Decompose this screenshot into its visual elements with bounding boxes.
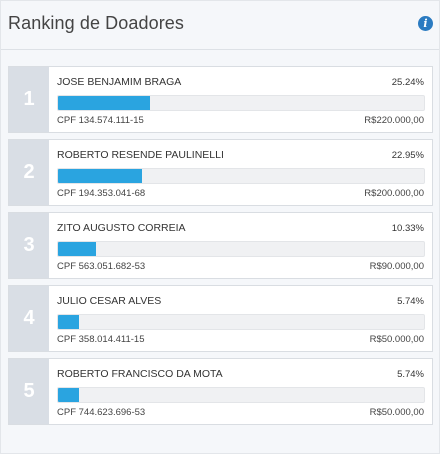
donor-percent: 22.95% bbox=[391, 150, 424, 161]
progress-fill bbox=[58, 242, 96, 256]
donor-percent: 5.74% bbox=[397, 369, 424, 380]
progress-bar bbox=[57, 241, 425, 257]
donor-row: 4 JULIO CESAR ALVES 5.74% CPF 358.014.41… bbox=[8, 285, 433, 352]
donor-name: JOSE BENJAMIM BRAGA bbox=[57, 76, 182, 88]
rank-number: 3 bbox=[9, 213, 49, 278]
progress-bar bbox=[57, 168, 425, 184]
donor-name: ROBERTO RESENDE PAULINELLI bbox=[57, 149, 224, 161]
donor-amount: R$90.000,00 bbox=[369, 261, 424, 272]
donor-list: 1 JOSE BENJAMIM BRAGA 25.24% CPF 134.574… bbox=[8, 66, 433, 431]
donor-percent: 5.74% bbox=[397, 296, 424, 307]
progress-bar bbox=[57, 95, 425, 111]
donor-cpf: CPF 563.051.682-53 bbox=[57, 261, 146, 272]
donor-name: ROBERTO FRANCISCO DA MOTA bbox=[57, 368, 223, 380]
donor-row: 1 JOSE BENJAMIM BRAGA 25.24% CPF 134.574… bbox=[8, 66, 433, 133]
donor-name: JULIO CESAR ALVES bbox=[57, 295, 162, 307]
donor-row: 3 ZITO AUGUSTO CORREIA 10.33% CPF 563.05… bbox=[8, 212, 433, 279]
progress-fill bbox=[58, 388, 79, 402]
rank-number: 2 bbox=[9, 140, 49, 205]
progress-bar bbox=[57, 387, 425, 403]
donor-amount: R$50.000,00 bbox=[369, 334, 424, 345]
rank-number: 5 bbox=[9, 359, 49, 424]
panel-header: Ranking de Doadores i bbox=[1, 1, 439, 50]
progress-fill bbox=[58, 315, 79, 329]
donor-percent: 10.33% bbox=[391, 223, 424, 234]
donor-cpf: CPF 194.353.041-68 bbox=[57, 188, 146, 199]
progress-fill bbox=[58, 169, 142, 183]
info-circle-icon[interactable]: i bbox=[418, 16, 433, 31]
progress-fill bbox=[58, 96, 151, 110]
panel-title: Ranking de Doadores bbox=[8, 13, 185, 33]
donor-amount: R$50.000,00 bbox=[369, 407, 424, 418]
rank-number: 1 bbox=[9, 67, 49, 132]
donor-cpf: CPF 744.623.696-53 bbox=[57, 407, 146, 418]
donor-row: 2 ROBERTO RESENDE PAULINELLI 22.95% CPF … bbox=[8, 139, 433, 206]
donor-cpf: CPF 358.014.411-15 bbox=[57, 334, 145, 345]
donor-amount: R$200.000,00 bbox=[364, 188, 424, 199]
donor-percent: 25.24% bbox=[391, 77, 424, 88]
donor-name: ZITO AUGUSTO CORREIA bbox=[57, 222, 186, 234]
rank-number: 4 bbox=[9, 286, 49, 351]
donor-amount: R$220.000,00 bbox=[364, 115, 424, 126]
donor-row: 5 ROBERTO FRANCISCO DA MOTA 5.74% CPF 74… bbox=[8, 358, 433, 425]
donor-cpf: CPF 134.574.111-15 bbox=[57, 115, 144, 126]
progress-bar bbox=[57, 314, 425, 330]
